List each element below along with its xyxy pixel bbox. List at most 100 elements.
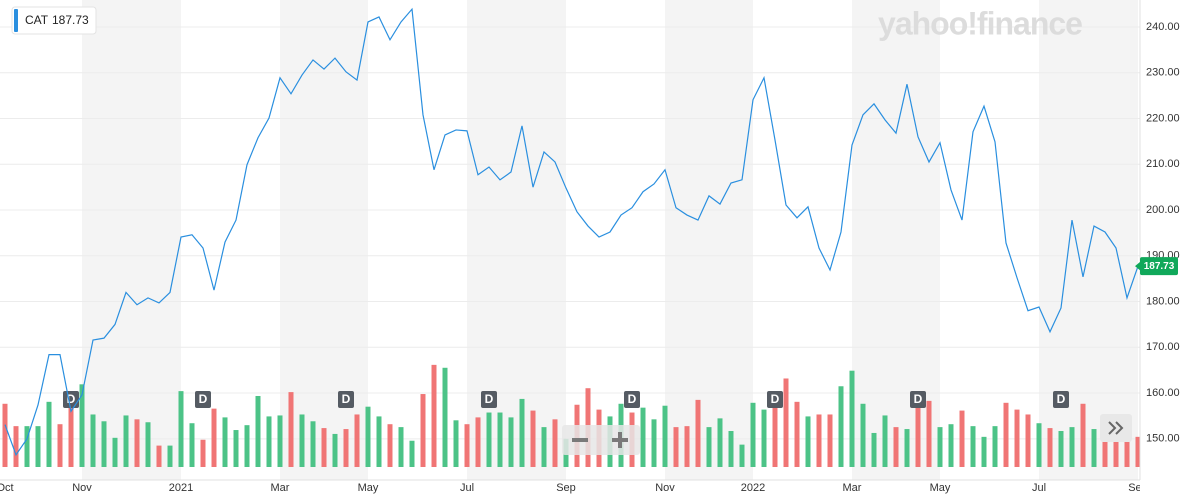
legend: CAT 187.73 (11, 6, 97, 35)
volume-bar (398, 427, 404, 467)
dividend-label: D (914, 392, 923, 406)
legend-name: CAT (25, 13, 49, 27)
x-tick-label: Mar (271, 482, 290, 494)
dividend-marker (910, 391, 926, 408)
month-band (1039, 0, 1138, 480)
volume-bar (1003, 402, 1009, 467)
volume-bar (761, 409, 767, 467)
volume-bar (134, 419, 140, 467)
x-tick-label: Oct (0, 482, 14, 494)
zoom-in[interactable] (612, 432, 628, 448)
volume-bar (695, 399, 701, 467)
volume-bar (211, 408, 217, 467)
volume-bar (453, 420, 459, 467)
x-tick-label: Mar (843, 482, 862, 494)
volume-bar (893, 427, 899, 467)
volume-bar (1091, 429, 1097, 467)
volume-bar (1069, 427, 1075, 467)
last-price-pointer (1135, 261, 1141, 272)
volume-bar (332, 433, 338, 467)
volume-bar (948, 424, 954, 467)
volume-bar (981, 436, 987, 467)
volume-bar (222, 417, 228, 467)
scroll-button[interactable] (1100, 414, 1132, 442)
x-tick-label: Jul (1032, 482, 1046, 494)
volume-bar (684, 426, 690, 467)
legend-value: 187.73 (52, 13, 89, 27)
volume-bar (101, 421, 107, 467)
legend-swatch (14, 9, 18, 32)
volume-bar (46, 401, 52, 467)
x-tick-label: May (358, 482, 379, 494)
volume-bar (321, 428, 327, 467)
month-band (82, 0, 181, 480)
volume-bar (123, 415, 129, 467)
volume-bar (486, 412, 492, 467)
volume-bar (552, 419, 558, 467)
volume-bar (904, 429, 910, 467)
x-tick-label: Nov (655, 482, 675, 494)
volume-bar (838, 386, 844, 467)
x-tick-label: Jul (460, 482, 474, 494)
volume-bar (1036, 423, 1042, 467)
volume-bar (387, 424, 393, 467)
volume-bar (772, 397, 778, 467)
dividend-label: D (199, 392, 208, 406)
volume-bar (882, 415, 888, 467)
volume-bar (90, 414, 96, 467)
dividend-label: D (342, 392, 351, 406)
dividend-marker (338, 391, 354, 408)
price-line (4, 7, 1139, 457)
grid (0, 26, 1140, 440)
volume-bar (255, 395, 261, 467)
y-tick-label: 180.00 (1146, 295, 1180, 307)
dividend-marker (1053, 391, 1069, 408)
volume-bar (1135, 436, 1141, 467)
volume-bar (860, 403, 866, 467)
month-band (665, 0, 753, 480)
scroll-icon[interactable] (1108, 421, 1124, 435)
zoom-controls (562, 425, 640, 455)
volume-bar (497, 412, 503, 467)
volume-bar (376, 416, 382, 467)
volume-bar (57, 424, 63, 467)
volume-bar (728, 431, 734, 467)
watermark: yahoo!finance (878, 5, 1082, 41)
x-tick-label: 2022 (741, 482, 765, 494)
volume-bar (1102, 437, 1108, 467)
volume-bar (79, 384, 85, 467)
dividend-marker (624, 391, 640, 408)
volume-bar (640, 407, 646, 467)
volume-bar (849, 370, 855, 467)
volume-bar (992, 426, 998, 467)
volume-bar (156, 445, 162, 467)
last-price-label: 187.73 (1144, 261, 1175, 272)
volume-bar (277, 415, 283, 467)
volume-bar (112, 437, 118, 467)
volume-bar (431, 364, 437, 467)
volume-bar (244, 425, 250, 467)
volume-bar (805, 416, 811, 467)
dividend-marker (195, 391, 211, 408)
volume-bar (167, 445, 173, 467)
dividend-marker (481, 391, 497, 408)
volume-bar (750, 402, 756, 467)
volume-bar (1080, 403, 1086, 467)
volume-bar (409, 440, 415, 467)
volume-bar (178, 391, 184, 467)
y-tick-label: 160.00 (1146, 387, 1180, 399)
volume-bar (145, 422, 151, 467)
volume-bar (508, 417, 514, 467)
zoom-out[interactable] (572, 438, 588, 442)
y-tick-label: 220.00 (1146, 112, 1180, 124)
volume-bar (442, 367, 448, 467)
volume-bar (519, 398, 525, 467)
volume-bar (1113, 436, 1119, 467)
volume-bar (783, 378, 789, 467)
volume-bars (2, 364, 1141, 467)
volume-bar (662, 405, 668, 467)
volume-bar (959, 410, 965, 467)
x-tick-label: Nov (72, 482, 92, 494)
